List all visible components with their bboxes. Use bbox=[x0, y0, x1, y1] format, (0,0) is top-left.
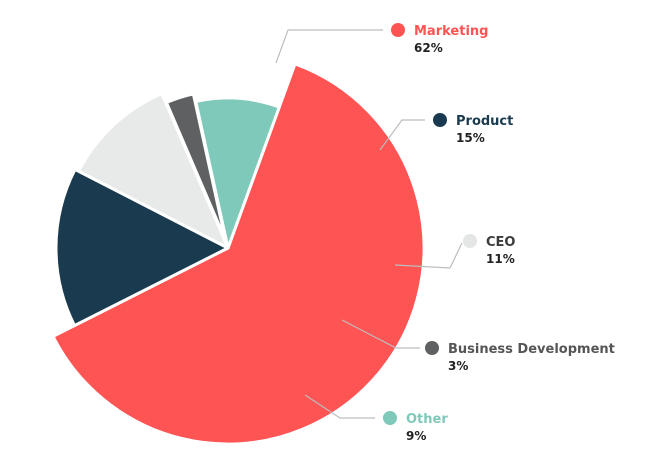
slice-value-product: 15% bbox=[456, 131, 485, 145]
pie-slice-marketing bbox=[51, 62, 426, 446]
slice-label-product: Product bbox=[456, 114, 513, 129]
slice-value-ceo: 11% bbox=[486, 252, 515, 266]
callout-line-ceo bbox=[394, 242, 463, 269]
slice-label-ceo: CEO bbox=[486, 235, 515, 250]
pie-slice-other bbox=[194, 96, 281, 250]
slice-value-business-development: 3% bbox=[448, 359, 468, 373]
legend-dot-product bbox=[433, 113, 447, 127]
slice-value-marketing: 62% bbox=[414, 41, 443, 55]
pie-slice-ceo bbox=[77, 92, 230, 250]
legend-dot-marketing bbox=[391, 23, 405, 37]
slice-label-business-development: Business Development bbox=[448, 342, 615, 357]
callout-line-other bbox=[304, 394, 375, 419]
slice-value-other: 9% bbox=[406, 429, 426, 443]
callout-line-product bbox=[379, 119, 425, 151]
pie-slice-product bbox=[54, 167, 230, 328]
slice-label-marketing: Marketing bbox=[414, 24, 488, 39]
legend-dot-business-development bbox=[425, 341, 439, 355]
legend-dot-other bbox=[383, 411, 397, 425]
pie-slices bbox=[51, 62, 426, 446]
callout-line-marketing bbox=[275, 29, 383, 64]
legend-dot-ceo bbox=[463, 234, 477, 248]
pie-slice-business-development bbox=[164, 92, 228, 242]
pie-callouts: Marketing 62% Product 15% CEO 11% Business Dev… bbox=[275, 23, 615, 443]
callout-line-business-development bbox=[341, 319, 420, 349]
slice-label-other: Other bbox=[406, 412, 448, 427]
